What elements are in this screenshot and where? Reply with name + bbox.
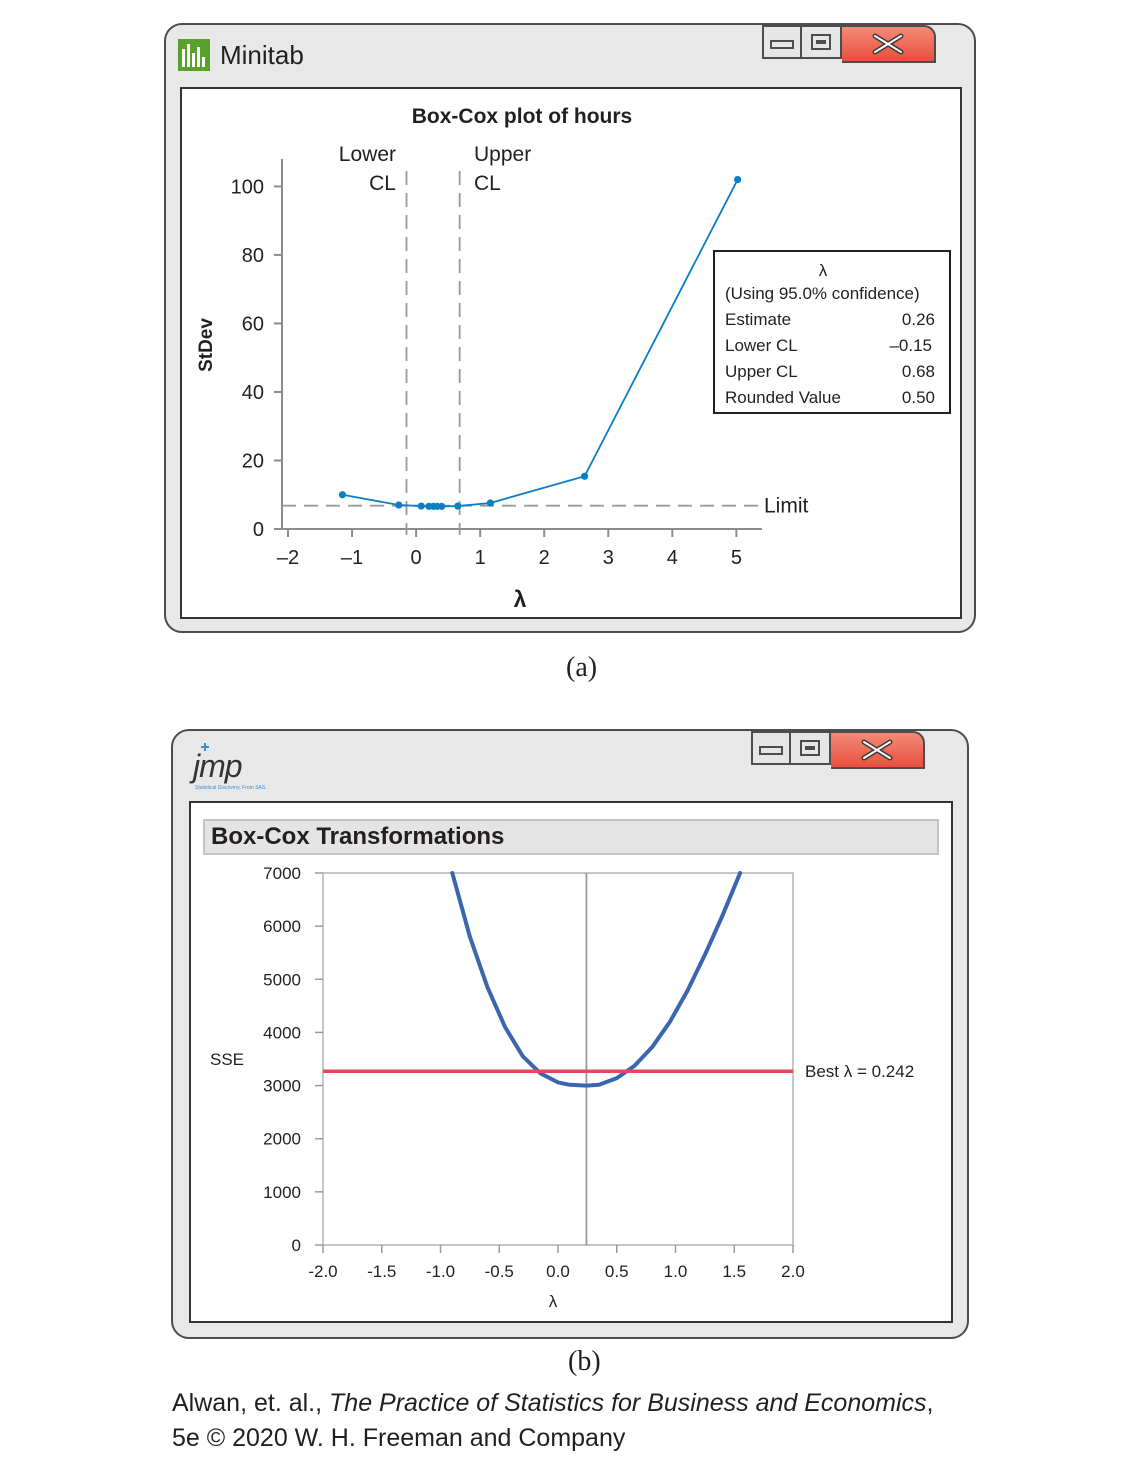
close-icon xyxy=(861,739,893,761)
x-tick-label: 2 xyxy=(539,547,550,569)
data-point xyxy=(438,502,446,510)
data-point xyxy=(454,502,462,510)
legend-subheader: (Using 95.0% confidence) xyxy=(725,284,920,303)
y-tick-label: 0 xyxy=(292,1236,301,1255)
app-title: Minitab xyxy=(220,40,304,70)
x-tick-label: 5 xyxy=(731,547,742,569)
jmp-logo-sub: Statistical Discovery. From SAS. xyxy=(195,785,267,791)
x-tick-label: 0.0 xyxy=(546,1262,570,1281)
data-point xyxy=(734,175,742,184)
stdev-line xyxy=(342,179,739,508)
minitab-logo-icon xyxy=(178,39,210,71)
panel-title: Box-Cox Transformations xyxy=(211,823,505,850)
legend-row-label: Lower CL xyxy=(725,336,798,355)
maximize-button[interactable] xyxy=(802,25,842,59)
minimize-icon xyxy=(770,40,794,49)
legend-row-label: Rounded Value xyxy=(725,388,841,407)
x-tick-label: -0.5 xyxy=(485,1262,514,1281)
minimize-button[interactable] xyxy=(751,731,791,765)
lower-cl-label-2: CL xyxy=(369,172,396,195)
y-tick-label: 80 xyxy=(242,245,264,267)
credit-book-title: The Practice of Statistics for Business … xyxy=(329,1389,927,1417)
lower-cl-label-1: Lower xyxy=(339,143,396,166)
legend-row-value: 0.68 xyxy=(902,362,935,381)
y-tick-label: 2000 xyxy=(263,1130,301,1149)
close-icon xyxy=(872,33,904,55)
y-tick-label: 6000 xyxy=(263,917,301,936)
credit-line-2: 5e © 2020 W. H. Freeman and Company xyxy=(172,1424,626,1452)
upper-cl-label-2: CL xyxy=(474,172,501,195)
jmp-logo: jmp Statistical Discovery. From SAS. xyxy=(189,741,269,795)
jmp-window: jmp Statistical Discovery. From SAS. Box… xyxy=(171,729,969,1339)
minitab-chart: Box-Cox plot of hours 0 20 40 60 80 100 –2 –1 0 1… xyxy=(196,105,951,612)
panel-title-bar[interactable]: Box-Cox Transformations xyxy=(203,819,939,855)
x-tick-label: 1.5 xyxy=(722,1262,746,1281)
jmp-chart: 0 1000 2000 3000 4000 5000 6000 7000 -2.0 -1.5 -1.… xyxy=(210,864,914,1311)
caption-b: (b) xyxy=(568,1346,601,1377)
legend-row-value: 0.50 xyxy=(902,388,935,407)
credit-line-1: Alwan, et. al., The Practice of Statisti… xyxy=(172,1386,933,1421)
x-tick-label: 1.0 xyxy=(664,1262,688,1281)
legend-row-label: Estimate xyxy=(725,310,791,329)
y-tick-label: 40 xyxy=(242,382,264,404)
data-point xyxy=(580,472,589,480)
y-axis-label: StDev xyxy=(196,318,217,372)
y-tick-label: 1000 xyxy=(263,1183,301,1202)
publisher-credit: Alwan, et. al., The Practice of Statisti… xyxy=(172,1386,933,1456)
close-button[interactable] xyxy=(831,731,925,769)
y-tick-label: 3000 xyxy=(263,1077,301,1096)
sse-curve xyxy=(450,871,743,1088)
chart-title: Box-Cox plot of hours xyxy=(412,105,632,128)
x-tick-label: 3 xyxy=(603,547,614,569)
jmp-logo-icon: jmp Statistical Discovery. From SAS. xyxy=(189,743,267,791)
data-point xyxy=(395,501,403,509)
credit-comma: , xyxy=(926,1389,934,1417)
x-tick-label: 0.5 xyxy=(605,1262,629,1281)
x-axis-label: λ xyxy=(549,1292,558,1311)
upper-cl-label-1: Upper xyxy=(474,143,531,166)
data-point xyxy=(338,491,347,499)
y-tick-label: 60 xyxy=(242,313,264,335)
y-tick-label: 20 xyxy=(242,450,264,472)
legend-row-value: 0.26 xyxy=(902,310,935,329)
y-tick-label: 7000 xyxy=(263,864,301,883)
x-tick-label: –1 xyxy=(341,547,363,569)
x-tick-label: 0 xyxy=(411,547,422,569)
minitab-chart-panel: Box-Cox plot of hours 0 20 40 60 80 100 –2 –1 0 1… xyxy=(180,87,962,619)
x-tick-label: 1 xyxy=(475,547,486,569)
x-tick-label: -2.0 xyxy=(308,1262,337,1281)
y-axis-label: SSE xyxy=(210,1050,244,1069)
y-tick-label: 4000 xyxy=(263,1023,301,1042)
plot-frame xyxy=(322,872,794,1246)
y-tick-label: 100 xyxy=(231,176,264,198)
data-point xyxy=(486,499,495,507)
x-tick-label: -1.5 xyxy=(367,1262,396,1281)
x-tick-label: –2 xyxy=(277,547,299,569)
legend-header: λ xyxy=(819,261,828,280)
maximize-icon xyxy=(800,740,820,756)
data-point xyxy=(417,502,425,510)
x-axis-label: λ xyxy=(514,586,527,612)
x-tick-label: -1.0 xyxy=(426,1262,455,1281)
y-tick-label: 0 xyxy=(253,519,264,541)
y-tick-label: 5000 xyxy=(263,970,301,989)
credit-authors: Alwan, et. al., xyxy=(172,1389,330,1417)
legend-row-label: Upper CL xyxy=(725,362,798,381)
jmp-logo-text: jmp xyxy=(189,748,242,784)
estimate-legend: λ (Using 95.0% confidence) Estimate 0.26… xyxy=(713,250,951,414)
caption-a: (a) xyxy=(566,652,598,683)
maximize-button[interactable] xyxy=(791,731,831,765)
legend-row-value: –0.15 xyxy=(889,336,932,355)
minitab-window: Minitab Box-Cox plot of hours 0 20 40 60 80 1… xyxy=(164,23,976,633)
x-tick-label: 4 xyxy=(667,547,678,569)
jmp-chart-panel: Box-Cox Transformations 0 1000 2000 3000 400… xyxy=(189,801,953,1323)
limit-label: Limit xyxy=(764,495,809,518)
x-tick-label: 2.0 xyxy=(781,1262,805,1281)
minimize-button[interactable] xyxy=(762,25,802,59)
close-button[interactable] xyxy=(842,25,936,63)
maximize-icon xyxy=(811,34,831,50)
best-lambda-label: Best λ = 0.242 xyxy=(805,1062,914,1081)
minimize-icon xyxy=(759,746,783,755)
